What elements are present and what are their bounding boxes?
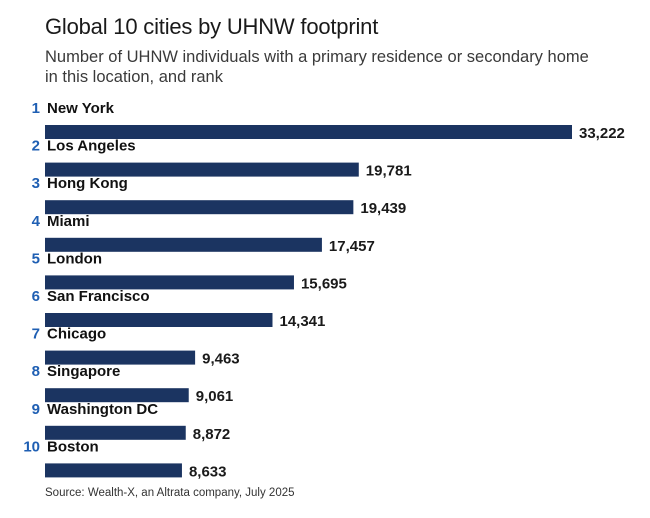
- category-label: Boston: [47, 438, 99, 455]
- value-label: 14,341: [279, 313, 325, 330]
- category-label: Singapore: [47, 363, 120, 380]
- bar: [45, 237, 322, 252]
- rank-label: 2: [32, 138, 40, 155]
- value-label: 19,439: [360, 200, 406, 217]
- category-label: London: [47, 250, 102, 267]
- bar: [45, 463, 182, 478]
- bar: [45, 162, 359, 177]
- bar: [45, 275, 294, 290]
- category-label: Los Angeles: [47, 138, 136, 155]
- bar: [45, 425, 186, 440]
- value-label: 9,061: [196, 388, 234, 405]
- category-label: San Francisco: [47, 288, 150, 305]
- rank-label: 3: [32, 175, 40, 192]
- category-label: Washington DC: [47, 401, 158, 418]
- rank-label: 5: [32, 250, 40, 267]
- value-label: 33,222: [579, 125, 625, 142]
- chart-subtitle: Number of UHNW individuals with a primar…: [45, 48, 589, 86]
- bar: [45, 125, 572, 139]
- rank-label: 9: [32, 401, 40, 418]
- rank-label: 7: [32, 326, 40, 343]
- category-label: Chicago: [47, 326, 106, 343]
- rank-label: 6: [32, 288, 40, 305]
- value-label: 8,872: [193, 426, 231, 443]
- rank-label: 1: [32, 100, 40, 117]
- value-label: 9,463: [202, 351, 240, 368]
- bar: [45, 200, 354, 215]
- category-label: New York: [47, 100, 115, 117]
- value-label: 19,781: [366, 163, 412, 180]
- rank-label: 10: [23, 438, 40, 455]
- bar: [45, 313, 273, 327]
- value-label: 17,457: [329, 238, 375, 255]
- value-label: 15,695: [301, 275, 347, 292]
- bar: [45, 350, 196, 365]
- bar: [45, 388, 189, 403]
- category-label: Hong Kong: [47, 175, 128, 192]
- value-label: 8,633: [189, 463, 227, 480]
- rank-label: 8: [32, 363, 40, 380]
- rank-label: 4: [32, 213, 41, 230]
- category-label: Miami: [47, 213, 90, 230]
- chart-title: Global 10 cities by UHNW footprint: [45, 14, 379, 39]
- source-note: Source: Wealth-X, an Altrata company, Ju…: [45, 487, 295, 499]
